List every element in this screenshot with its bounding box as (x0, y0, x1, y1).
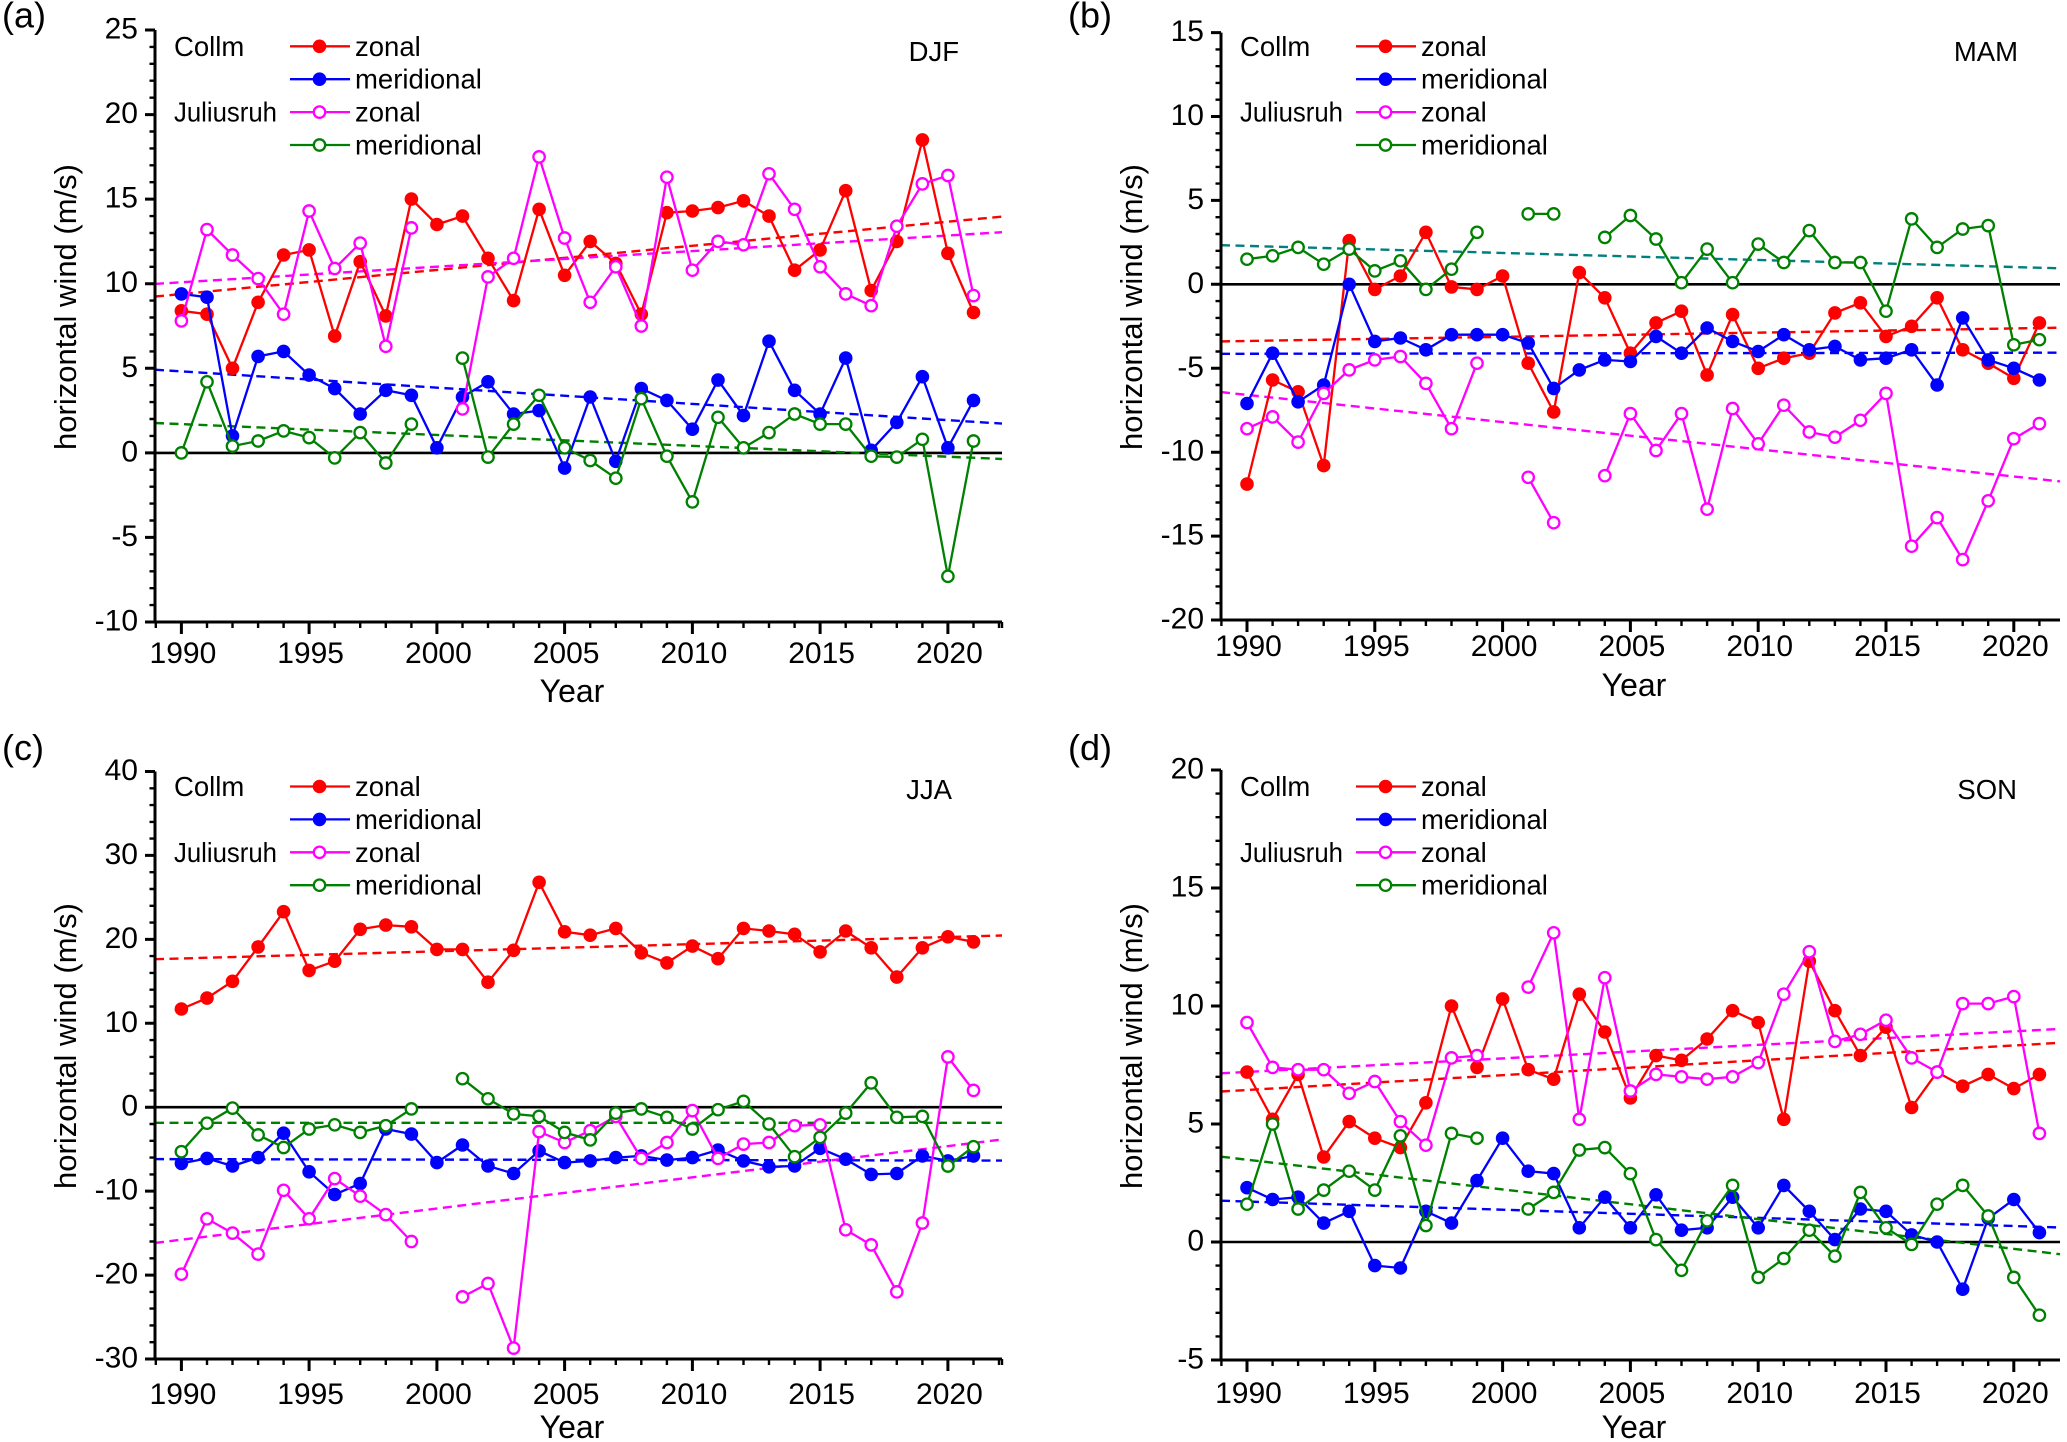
svg-text:-10: -10 (95, 605, 138, 638)
svg-text:horizontal wind (m/s): horizontal wind (m/s) (1114, 903, 1149, 1189)
svg-text:15: 15 (105, 182, 138, 215)
svg-text:-15: -15 (1161, 519, 1204, 552)
svg-text:15: 15 (1171, 15, 1204, 48)
svg-text:25: 25 (105, 13, 138, 46)
svg-text:5: 5 (1187, 1107, 1204, 1140)
svg-text:DJF: DJF (909, 36, 959, 67)
svg-text:0: 0 (1187, 1225, 1204, 1258)
svg-text:meridional: meridional (355, 870, 482, 901)
svg-text:Collm: Collm (1240, 771, 1310, 802)
svg-text:1995: 1995 (277, 1378, 344, 1411)
svg-text:Year: Year (540, 673, 605, 709)
svg-text:40: 40 (105, 754, 138, 787)
svg-text:meridional: meridional (355, 64, 482, 95)
svg-text:Collm: Collm (1240, 31, 1310, 62)
svg-text:(b): (b) (1068, 0, 1112, 36)
svg-text:0: 0 (1187, 267, 1204, 300)
svg-text:2000: 2000 (405, 637, 472, 670)
svg-text:zonal: zonal (1421, 97, 1487, 128)
svg-text:1990: 1990 (1215, 1377, 1282, 1410)
svg-text:5: 5 (1187, 183, 1204, 216)
svg-text:horizontal wind (m/s): horizontal wind (m/s) (48, 164, 83, 450)
svg-text:2010: 2010 (661, 1378, 728, 1411)
svg-text:2010: 2010 (1726, 630, 1793, 663)
svg-text:horizontal wind (m/s): horizontal wind (m/s) (1114, 164, 1149, 450)
svg-text:1995: 1995 (277, 637, 344, 670)
svg-text:-20: -20 (95, 1258, 138, 1291)
svg-text:0: 0 (121, 435, 138, 468)
svg-text:2010: 2010 (1726, 1377, 1793, 1410)
svg-text:2015: 2015 (1854, 1377, 1921, 1410)
svg-text:2015: 2015 (1854, 630, 1921, 663)
svg-text:SON: SON (1957, 774, 2017, 805)
svg-text:2005: 2005 (533, 637, 600, 670)
svg-text:2010: 2010 (661, 637, 728, 670)
svg-text:10: 10 (105, 266, 138, 299)
svg-text:5: 5 (121, 351, 138, 384)
svg-text:20: 20 (105, 922, 138, 955)
svg-text:-5: -5 (1177, 351, 1204, 384)
svg-text:Collm: Collm (174, 771, 244, 802)
svg-text:meridional: meridional (1421, 130, 1548, 161)
svg-text:2005: 2005 (533, 1378, 600, 1411)
svg-text:meridional: meridional (1421, 64, 1548, 95)
svg-text:zonal: zonal (355, 31, 421, 62)
svg-text:2015: 2015 (788, 637, 855, 670)
svg-text:1990: 1990 (150, 1378, 217, 1411)
svg-text:-10: -10 (95, 1174, 138, 1207)
svg-text:zonal: zonal (1421, 771, 1487, 802)
svg-text:2020: 2020 (1982, 630, 2049, 663)
svg-text:Juliusruh: Juliusruh (174, 837, 277, 868)
svg-text:zonal: zonal (355, 97, 421, 128)
svg-text:Year: Year (540, 1409, 605, 1442)
svg-text:Year: Year (1602, 667, 1667, 703)
svg-text:0: 0 (121, 1090, 138, 1123)
svg-text:(d): (d) (1068, 727, 1112, 768)
svg-text:Collm: Collm (174, 31, 244, 62)
svg-text:MAM: MAM (1954, 36, 2018, 67)
svg-text:-30: -30 (95, 1342, 138, 1375)
svg-text:2020: 2020 (916, 637, 983, 670)
svg-text:2000: 2000 (405, 1378, 472, 1411)
svg-text:20: 20 (1171, 753, 1204, 786)
svg-text:meridional: meridional (1421, 804, 1548, 835)
svg-text:Juliusruh: Juliusruh (1240, 837, 1343, 868)
svg-text:zonal: zonal (1421, 31, 1487, 62)
svg-text:30: 30 (105, 838, 138, 871)
svg-text:meridional: meridional (1421, 870, 1548, 901)
svg-text:zonal: zonal (1421, 837, 1487, 868)
svg-text:Juliusruh: Juliusruh (1240, 97, 1343, 128)
svg-text:15: 15 (1171, 871, 1204, 904)
svg-text:10: 10 (105, 1006, 138, 1039)
svg-text:1990: 1990 (1215, 630, 1282, 663)
svg-text:JJA: JJA (906, 774, 953, 805)
svg-text:zonal: zonal (355, 837, 421, 868)
svg-text:2020: 2020 (1982, 1377, 2049, 1410)
svg-text:2005: 2005 (1599, 1377, 1666, 1410)
svg-text:2005: 2005 (1599, 630, 1666, 663)
svg-text:1995: 1995 (1343, 630, 1410, 663)
svg-text:(c): (c) (2, 727, 44, 768)
svg-text:horizontal wind (m/s): horizontal wind (m/s) (48, 903, 83, 1189)
svg-text:2000: 2000 (1471, 630, 1538, 663)
svg-text:(a): (a) (2, 0, 46, 36)
svg-text:meridional: meridional (355, 130, 482, 161)
svg-text:1990: 1990 (150, 637, 217, 670)
svg-text:-5: -5 (1177, 1343, 1204, 1376)
svg-text:meridional: meridional (355, 804, 482, 835)
svg-text:-10: -10 (1161, 435, 1204, 468)
svg-text:2000: 2000 (1471, 1377, 1538, 1410)
svg-text:Juliusruh: Juliusruh (174, 97, 277, 128)
svg-text:20: 20 (105, 97, 138, 130)
svg-text:10: 10 (1171, 989, 1204, 1022)
svg-text:2015: 2015 (788, 1378, 855, 1411)
svg-text:10: 10 (1171, 99, 1204, 132)
svg-text:zonal: zonal (355, 771, 421, 802)
svg-text:-20: -20 (1161, 603, 1204, 636)
svg-text:Year: Year (1602, 1409, 1667, 1442)
svg-text:1995: 1995 (1343, 1377, 1410, 1410)
svg-text:2020: 2020 (916, 1378, 983, 1411)
svg-text:-5: -5 (111, 520, 138, 553)
